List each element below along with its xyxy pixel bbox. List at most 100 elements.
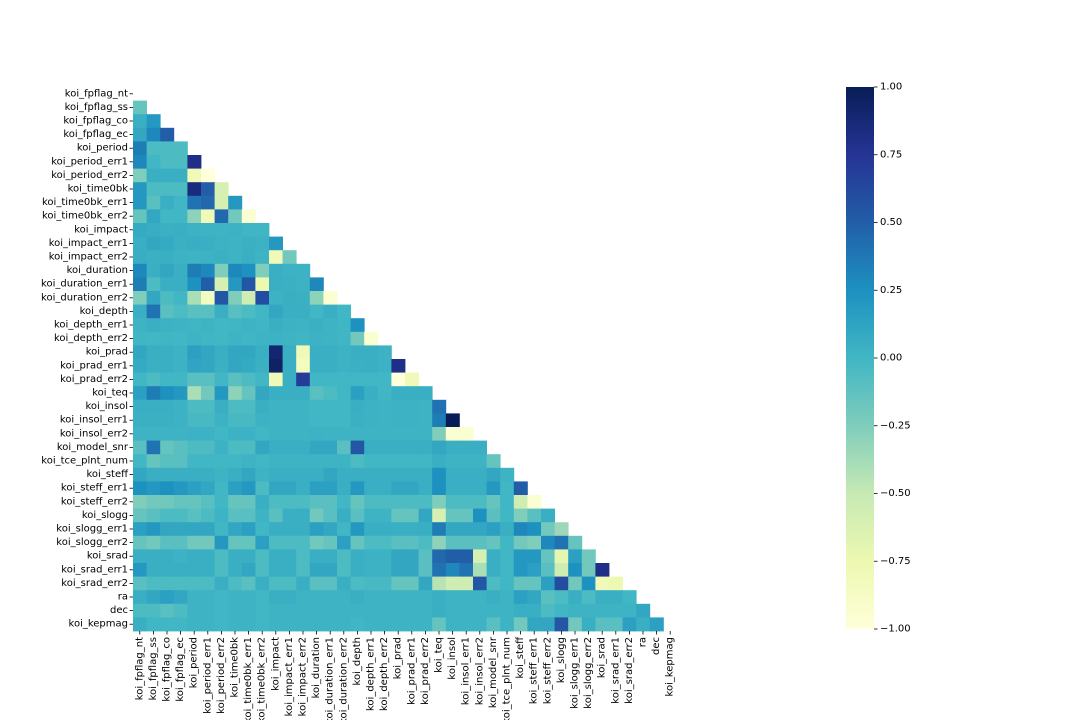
heatmap-cell bbox=[269, 590, 283, 605]
heatmap-cell bbox=[309, 454, 324, 469]
heatmap-cell bbox=[541, 563, 555, 577]
heatmap-cell bbox=[405, 413, 419, 428]
heatmap-cell bbox=[418, 386, 433, 401]
heatmap-cell bbox=[133, 182, 147, 197]
heatmap-cell bbox=[133, 277, 147, 292]
colorbar-tick-label: 0.00 bbox=[880, 353, 902, 364]
heatmap-cell bbox=[160, 331, 175, 346]
heatmap-cell bbox=[459, 508, 474, 523]
y-tick-label: koi_fpflag_ec bbox=[63, 129, 128, 140]
heatmap-cell bbox=[486, 467, 501, 482]
heatmap-cell bbox=[255, 318, 270, 333]
heatmap-cell bbox=[173, 372, 188, 387]
heatmap-cell bbox=[201, 495, 215, 509]
heatmap-cell bbox=[133, 549, 147, 564]
heatmap-cell bbox=[269, 372, 283, 387]
heatmap-cell bbox=[133, 155, 147, 169]
heatmap-cell bbox=[133, 495, 147, 509]
heatmap-cell bbox=[228, 331, 243, 346]
heatmap-cell bbox=[282, 440, 297, 455]
heatmap-cell bbox=[146, 236, 161, 251]
heatmap-cell bbox=[201, 603, 215, 618]
heatmap-cell bbox=[350, 590, 365, 605]
heatmap-cell bbox=[459, 481, 474, 496]
heatmap-cell bbox=[622, 603, 637, 618]
heatmap-cell bbox=[241, 209, 256, 224]
heatmap-cell bbox=[146, 209, 161, 224]
heatmap-cell bbox=[228, 413, 243, 428]
heatmap-cell bbox=[187, 331, 202, 346]
heatmap-cell bbox=[133, 440, 147, 455]
heatmap-cell bbox=[187, 318, 202, 333]
heatmap-cell bbox=[255, 399, 270, 414]
heatmap-cell bbox=[214, 563, 229, 577]
heatmap-cell bbox=[445, 617, 460, 632]
heatmap-cell bbox=[309, 481, 324, 496]
heatmap-cell bbox=[405, 617, 419, 632]
heatmap-cell bbox=[296, 535, 311, 550]
heatmap-cell bbox=[405, 549, 419, 564]
heatmap-cell bbox=[269, 576, 283, 591]
heatmap-cell bbox=[282, 427, 297, 441]
heatmap-cell bbox=[309, 345, 324, 360]
heatmap-cell bbox=[364, 413, 379, 428]
heatmap-cell bbox=[337, 427, 351, 441]
colorbar-ticks: 1.00 0.75 0.50 0.25 0.00 −0.25 −0.50 −0.75 −1.00 bbox=[874, 82, 911, 635]
heatmap-cell bbox=[201, 535, 215, 550]
heatmap-cell bbox=[282, 603, 297, 618]
heatmap-cell bbox=[269, 535, 283, 550]
heatmap-cell bbox=[214, 481, 229, 496]
heatmap-cell bbox=[391, 359, 406, 373]
heatmap-cell bbox=[337, 372, 351, 387]
heatmap-cell bbox=[255, 263, 270, 278]
colorbar bbox=[846, 87, 874, 629]
heatmap-cell bbox=[160, 359, 175, 373]
heatmap-cell bbox=[241, 223, 256, 237]
heatmap-cell bbox=[214, 250, 229, 265]
heatmap-cell bbox=[241, 318, 256, 333]
x-tick-label: koi_period bbox=[189, 637, 200, 688]
heatmap-cell bbox=[201, 399, 215, 414]
heatmap-cell bbox=[418, 427, 433, 441]
heatmap-cell bbox=[554, 576, 569, 591]
heatmap-cell bbox=[595, 563, 610, 577]
heatmap-cell bbox=[173, 331, 188, 346]
heatmap-cell bbox=[133, 304, 147, 319]
heatmap-cell bbox=[405, 399, 419, 414]
heatmap-cell bbox=[187, 304, 202, 319]
x-tick-label: koi_depth_err1 bbox=[366, 637, 377, 711]
heatmap-cell bbox=[173, 263, 188, 278]
heatmap-cell bbox=[187, 440, 202, 455]
heatmap-cell bbox=[241, 399, 256, 414]
heatmap-cell bbox=[364, 399, 379, 414]
x-tick-label: koi_duration bbox=[311, 637, 322, 698]
heatmap-cell bbox=[269, 508, 283, 523]
heatmap-cell bbox=[309, 413, 324, 428]
heatmap-cell bbox=[255, 386, 270, 401]
heatmap-cell bbox=[173, 345, 188, 360]
heatmap-cell bbox=[500, 576, 515, 591]
heatmap-cell bbox=[173, 495, 188, 509]
heatmap-cell bbox=[146, 590, 161, 605]
heatmap-cell bbox=[323, 576, 338, 591]
x-tick-label: koi_srad_err2 bbox=[624, 637, 635, 704]
heatmap-cell bbox=[432, 508, 447, 523]
heatmap-cell bbox=[364, 359, 379, 373]
heatmap-cell bbox=[146, 535, 161, 550]
heatmap-cell bbox=[337, 318, 351, 333]
heatmap-cell bbox=[146, 563, 161, 577]
heatmap-cell bbox=[282, 508, 297, 523]
x-tick-label: koi_prad bbox=[393, 637, 404, 679]
heatmap-cell bbox=[173, 563, 188, 577]
heatmap-cell bbox=[228, 522, 243, 537]
heatmap-cell bbox=[554, 535, 569, 550]
heatmap-cell bbox=[350, 508, 365, 523]
heatmap-cell bbox=[513, 563, 528, 577]
heatmap-cell bbox=[296, 549, 311, 564]
heatmap-cell bbox=[282, 617, 297, 632]
heatmap-cell bbox=[473, 495, 487, 509]
heatmap-cell bbox=[296, 590, 311, 605]
heatmap-cell bbox=[323, 359, 338, 373]
heatmap-cell bbox=[350, 331, 365, 346]
heatmap-cell bbox=[133, 263, 147, 278]
